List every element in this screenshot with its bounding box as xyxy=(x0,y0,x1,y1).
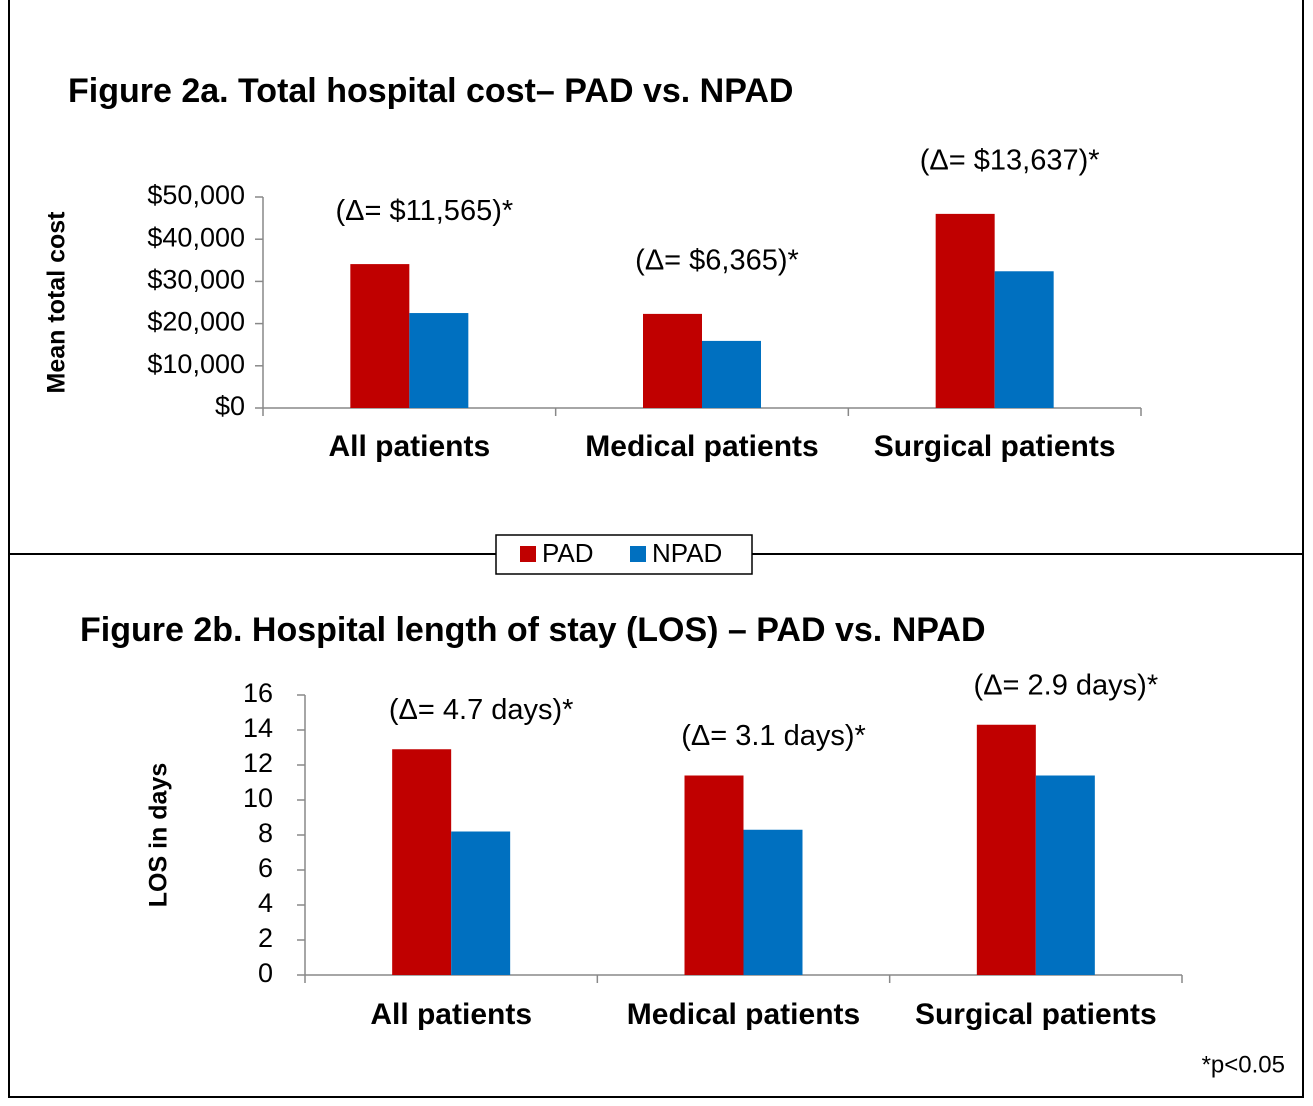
annotation: (Δ= 4.7 days)* xyxy=(389,694,574,726)
y-tick-label: 6 xyxy=(258,853,273,883)
bar xyxy=(392,749,452,975)
y-tick-label: 4 xyxy=(258,888,273,918)
x-tick-label: Surgical patients xyxy=(874,430,1116,463)
annotation: (Δ= $6,365)* xyxy=(635,245,799,277)
y-tick-label: 8 xyxy=(258,818,273,848)
bar xyxy=(684,775,744,975)
y-tick-label: 16 xyxy=(243,678,273,708)
y-tick-label: $50,000 xyxy=(147,180,245,210)
legend-swatch xyxy=(520,546,536,562)
annotation: (Δ= $13,637)* xyxy=(920,145,1100,177)
y-tick-label: 10 xyxy=(243,783,273,813)
bar xyxy=(350,264,410,408)
bar xyxy=(451,831,511,975)
y-tick-label: $10,000 xyxy=(147,349,245,379)
y-tick-label: $20,000 xyxy=(147,307,245,337)
y-axis-title: Mean total cost xyxy=(43,211,71,394)
footnote: *p<0.05 xyxy=(1202,1051,1285,1078)
y-tick-label: 0 xyxy=(258,958,273,988)
bar xyxy=(702,340,761,408)
chart-title: Figure 2a. Total hospital cost– PAD vs. … xyxy=(68,72,793,110)
y-tick-label: 12 xyxy=(243,748,273,778)
x-tick-label: Medical patients xyxy=(627,998,860,1031)
bar xyxy=(743,829,803,975)
y-axis-title: LOS in days xyxy=(145,763,173,907)
y-tick-label: $30,000 xyxy=(147,265,245,295)
legend-label: PAD xyxy=(542,538,594,568)
x-tick-label: All patients xyxy=(370,998,532,1031)
bar xyxy=(643,313,702,408)
x-tick-label: Surgical patients xyxy=(915,998,1157,1031)
bar xyxy=(409,313,469,408)
y-tick-label: $40,000 xyxy=(147,222,245,252)
legend-swatch xyxy=(630,546,646,562)
bar xyxy=(1035,775,1095,975)
y-tick-label: 2 xyxy=(258,923,273,953)
frame xyxy=(8,0,1304,1098)
annotation: (Δ= 3.1 days)* xyxy=(681,720,866,752)
y-tick-label: $0 xyxy=(215,391,245,421)
annotation: (Δ= 2.9 days)* xyxy=(974,669,1159,701)
bar xyxy=(935,213,995,408)
annotation: (Δ= $11,565)* xyxy=(336,195,514,227)
chart-title: Figure 2b. Hospital length of stay (LOS)… xyxy=(80,611,986,649)
bar xyxy=(994,271,1054,408)
x-tick-label: All patients xyxy=(328,430,490,463)
bar xyxy=(976,724,1036,975)
legend-label: NPAD xyxy=(652,538,722,568)
legend-box xyxy=(495,534,753,575)
x-tick-label: Medical patients xyxy=(585,430,818,463)
y-tick-label: 14 xyxy=(243,713,273,743)
